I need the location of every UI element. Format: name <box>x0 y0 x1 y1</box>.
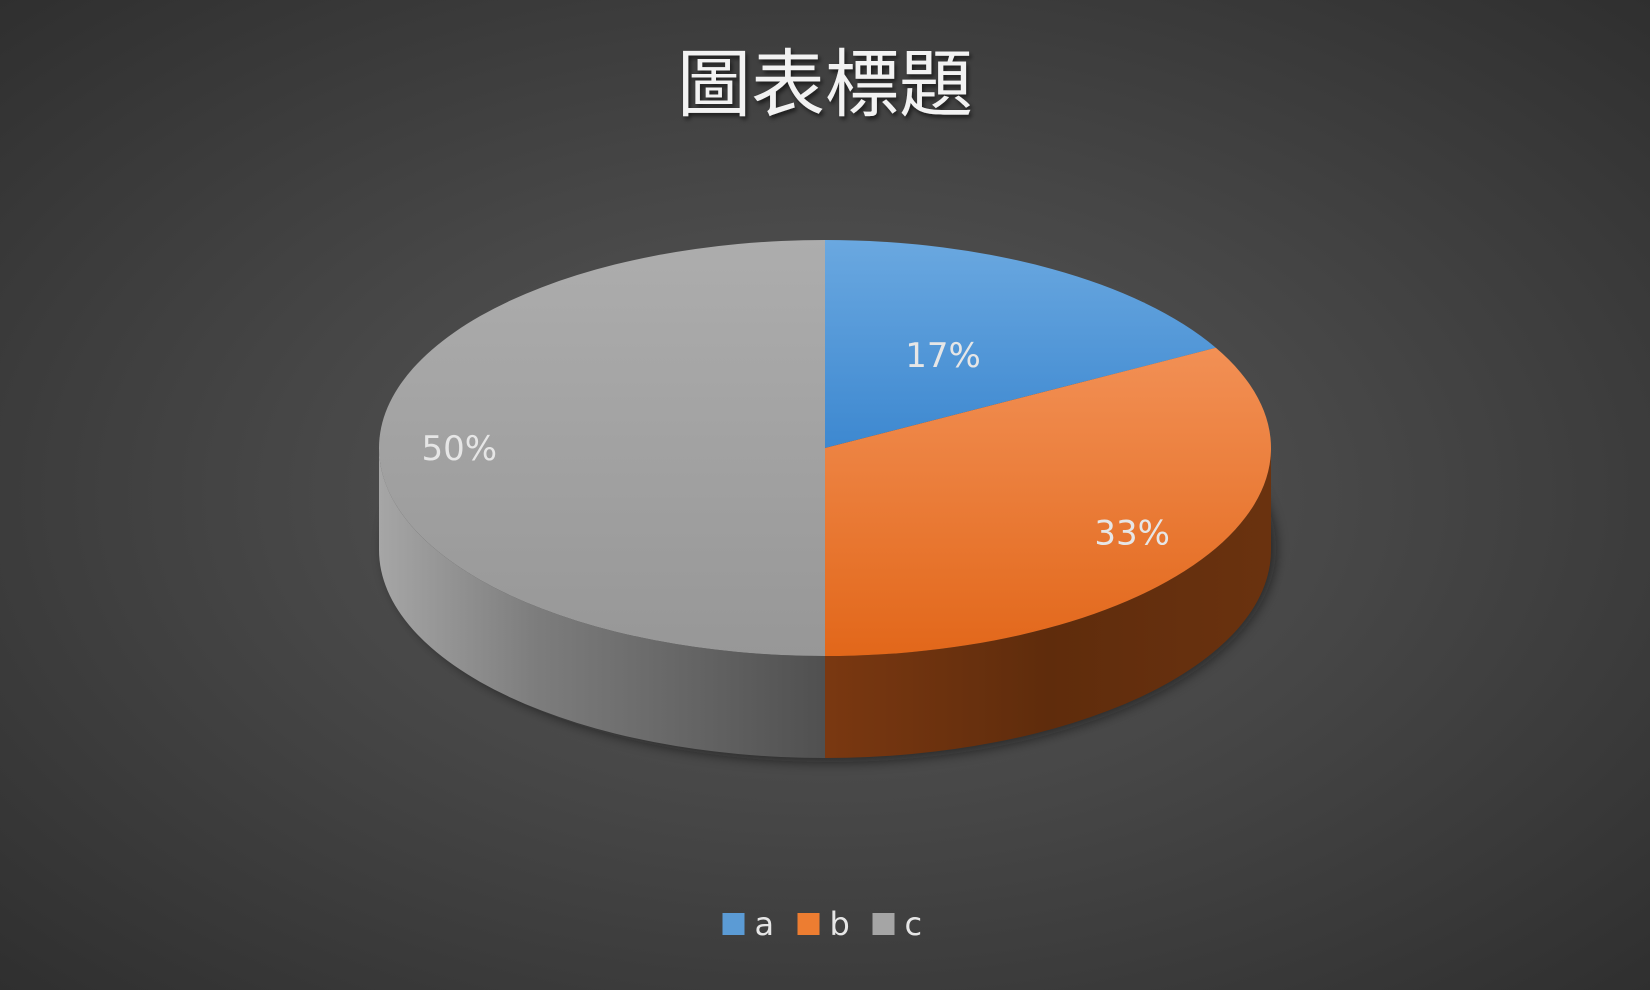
pie-side-c <box>379 448 825 758</box>
legend-label-c: c <box>905 905 923 943</box>
pie-slice-c[interactable] <box>379 240 825 656</box>
legend-swatch-c <box>872 913 895 935</box>
pie-side-b <box>825 448 1271 758</box>
pie-labels: 17% 33% 50% <box>421 336 1169 554</box>
legend-swatch-a <box>722 913 745 935</box>
legend-item-a: a <box>722 905 775 943</box>
legend-label-b: b <box>830 905 850 943</box>
pie-sides <box>379 448 1271 758</box>
legend-item-c: c <box>872 905 923 943</box>
chart-title: 圖表標題 <box>677 42 973 128</box>
pie-slices <box>379 240 1271 656</box>
legend-label-a: a <box>755 905 775 943</box>
legend: a b c <box>722 905 923 943</box>
data-label-a: 17% <box>905 336 981 376</box>
legend-swatch-b <box>797 913 820 935</box>
pie-slice-b[interactable] <box>825 347 1271 656</box>
legend-item-b: b <box>797 905 850 943</box>
pie-slice-a[interactable] <box>825 240 1216 448</box>
data-label-c: 50% <box>421 429 497 469</box>
data-label-b: 33% <box>1094 514 1170 554</box>
